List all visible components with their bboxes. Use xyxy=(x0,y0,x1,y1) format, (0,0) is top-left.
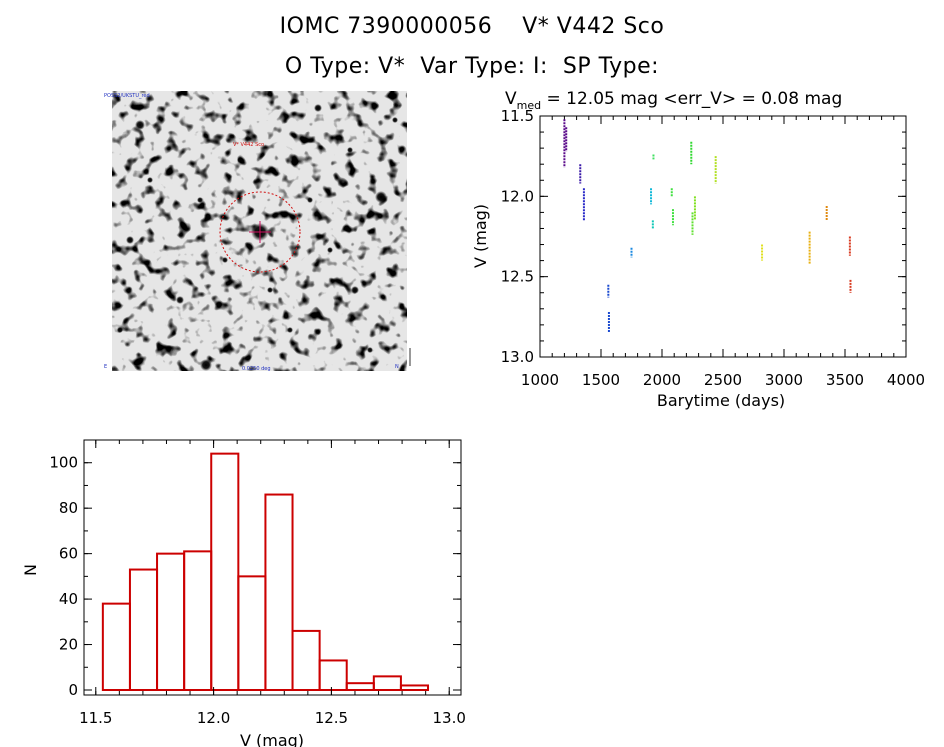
y-tick-label: 80 xyxy=(59,499,78,517)
y-tick-label: 40 xyxy=(59,590,78,608)
sky-star xyxy=(200,359,212,371)
histogram-bar xyxy=(101,602,131,691)
y-tick-label: 12.5 xyxy=(501,268,534,286)
histogram-bar xyxy=(128,568,159,692)
histogram-frame xyxy=(83,439,462,696)
histogram-bar xyxy=(399,684,430,691)
histogram-bar xyxy=(291,629,321,692)
sky-star xyxy=(117,327,123,333)
y-tick-label: 11.5 xyxy=(501,107,534,125)
image-north-label: N xyxy=(395,364,399,370)
light-curve-frame xyxy=(539,115,907,358)
sky-star xyxy=(222,257,228,263)
histogram-bar xyxy=(372,675,402,692)
image-east-label: E xyxy=(104,364,107,370)
sky-star xyxy=(126,236,134,244)
x-tick-label: 1500 xyxy=(582,371,620,389)
histogram-bar xyxy=(183,550,213,692)
histogram-chart: 11.5 12.0 12.5 13.0 0 20 40 60 80 100 V (mag) N xyxy=(21,439,466,747)
sky-image-panel: POSS2/UKSTU_red V* V442 Sco 0.0250 deg E… xyxy=(104,91,411,372)
x-tick-label: 3500 xyxy=(826,371,864,389)
sky-star xyxy=(347,147,353,153)
sky-star xyxy=(351,286,359,294)
light-curve-ticks: 1000 1500 2000 2500 3000 3500 4000 11.5 12.0 12.5… xyxy=(501,107,926,389)
sky-star xyxy=(176,296,184,304)
x-tick-label: 2000 xyxy=(643,371,681,389)
sky-star xyxy=(314,104,322,112)
x-tick-label: 4000 xyxy=(887,371,925,389)
histogram-bar xyxy=(156,552,186,691)
histogram-bar xyxy=(264,493,294,691)
x-tick-label: 12.5 xyxy=(315,709,348,727)
y-tick-label: 13.0 xyxy=(501,348,534,366)
histogram-ylabel: N xyxy=(21,564,40,576)
y-tick-label: 12.0 xyxy=(501,187,534,205)
x-tick-label: 1000 xyxy=(521,371,559,389)
sky-stars xyxy=(117,104,398,371)
target-aperture-circle xyxy=(219,191,301,273)
sky-star xyxy=(197,197,203,203)
x-tick-label: 11.5 xyxy=(79,709,112,727)
chart-title-line2: O Type: V* Var Type: I: SP Type: xyxy=(284,54,660,79)
histogram-bar xyxy=(318,659,348,691)
light-curve-title: Vmed = 12.05 mag <err_V> = 0.08 mag xyxy=(505,89,842,112)
title-v: V xyxy=(505,89,517,109)
light-curve-points xyxy=(563,119,852,333)
image-target-label: V* V442 Sco xyxy=(233,142,264,148)
histogram-bars xyxy=(101,452,430,692)
histogram-ticks: 11.5 12.0 12.5 13.0 0 20 40 60 80 100 xyxy=(49,439,466,727)
image-survey-label: POSS2/UKSTU_red xyxy=(104,93,150,99)
sky-star xyxy=(375,191,387,203)
x-tick-label: 2500 xyxy=(704,371,742,389)
y-tick-label: 0 xyxy=(68,681,78,699)
histogram-bar xyxy=(237,575,267,692)
sky-star xyxy=(367,347,373,353)
sky-star xyxy=(392,117,398,123)
histogram-xlabel: V (mag) xyxy=(240,731,304,747)
sky-star xyxy=(307,197,313,203)
sky-star xyxy=(147,177,153,183)
title-sub: med xyxy=(517,99,541,112)
y-tick-label: 20 xyxy=(59,636,78,654)
histogram-bar xyxy=(345,682,375,692)
chart-title-line1: IOMC 7390000056 V* V442 Sco xyxy=(279,14,665,39)
light-curve-ylabel: V (mag) xyxy=(471,204,490,268)
image-scale-label: 0.0250 deg xyxy=(242,366,271,372)
sky-star xyxy=(287,327,293,333)
sky-star xyxy=(237,157,243,163)
x-tick-label: 13.0 xyxy=(433,709,466,727)
title-rest: = 12.05 mag <err_V> = 0.08 mag xyxy=(541,89,842,109)
sky-star xyxy=(267,287,273,293)
x-tick-label: 3000 xyxy=(765,371,803,389)
light-curve-chart: Vmed = 12.05 mag <err_V> = 0.08 mag 1000… xyxy=(471,89,925,410)
y-tick-label: 60 xyxy=(59,545,78,563)
light-curve-xlabel: Barytime (days) xyxy=(657,391,785,410)
sky-star xyxy=(135,120,145,130)
sky-star xyxy=(327,247,333,253)
x-tick-label: 12.0 xyxy=(197,709,230,727)
y-tick-label: 100 xyxy=(49,454,78,472)
histogram-bar xyxy=(210,452,240,691)
